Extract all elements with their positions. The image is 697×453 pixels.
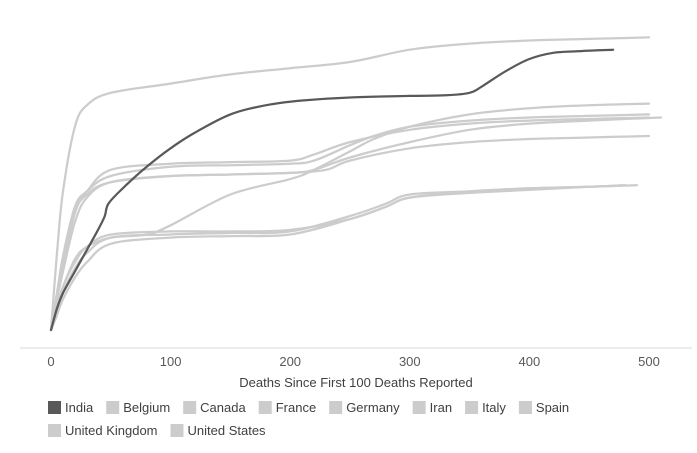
x-tick-label-500: 500 [638, 354, 660, 369]
legend-label-united-states: United States [188, 423, 267, 438]
series-line-canada [49, 184, 627, 332]
legend-item-united-kingdom: United Kingdom [48, 423, 158, 438]
legend-swatch-spain [518, 401, 532, 414]
legend-swatch-belgium [106, 401, 120, 414]
series-line-iran [49, 184, 639, 332]
legend-item-united-states: United States [170, 423, 267, 438]
legend-item-iran: Iran [412, 400, 452, 415]
plot-area [49, 36, 663, 332]
legend-label-france: France [276, 400, 316, 415]
legend-swatch-iran [412, 401, 426, 414]
legend-item-germany: Germany [329, 400, 400, 415]
x-tick-label-0: 0 [47, 354, 54, 369]
legend-label-india: India [65, 400, 94, 415]
legend-swatch-france [258, 401, 272, 414]
series-line-united-states [49, 134, 651, 332]
legend-label-canada: Canada [200, 400, 246, 415]
series-line-india [49, 48, 615, 332]
series-line-france [49, 116, 651, 332]
series-line-italy [49, 36, 651, 332]
legend-swatch-canada [183, 401, 197, 414]
x-axis-title: Deaths Since First 100 Deaths Reported [239, 375, 472, 390]
legend-label-iran: Iran [430, 400, 452, 415]
legend-swatch-india [48, 401, 61, 414]
legend-item-spain: Spain [518, 400, 569, 415]
legend-item-canada: Canada [183, 400, 246, 415]
series-line-united-kingdom [49, 102, 651, 332]
x-tick-label-200: 200 [279, 354, 301, 369]
legend-item-france: France [258, 400, 316, 415]
legend-label-germany: Germany [346, 400, 400, 415]
x-axis-ticks: 0 100 200 300 400 500 [47, 354, 659, 369]
legend-swatch-germany [329, 401, 343, 414]
legend-item-belgium: Belgium [106, 400, 170, 415]
legend: India Belgium Canada France Germany Iran Italy… [48, 400, 569, 438]
series-line-germany [49, 184, 627, 332]
legend-swatch-united-kingdom [48, 424, 61, 437]
legend-item-india: India [48, 400, 94, 415]
legend-label-spain: Spain [536, 400, 569, 415]
x-tick-label-100: 100 [160, 354, 182, 369]
x-tick-label-400: 400 [519, 354, 541, 369]
legend-swatch-united-states [170, 424, 184, 437]
legend-label-belgium: Belgium [123, 400, 170, 415]
x-tick-label-300: 300 [399, 354, 421, 369]
legend-item-italy: Italy [465, 400, 506, 415]
legend-label-united-kingdom: United Kingdom [65, 423, 158, 438]
legend-swatch-italy [465, 401, 479, 414]
legend-label-italy: Italy [482, 400, 506, 415]
series-line-belgium [49, 113, 651, 332]
